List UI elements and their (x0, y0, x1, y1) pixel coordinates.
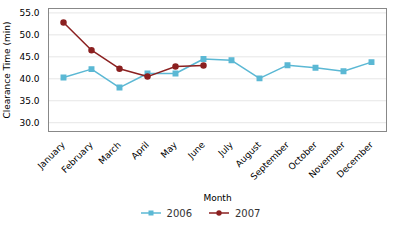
svg-text:October: October (286, 139, 319, 173)
html-text:2006: 2006 (166, 207, 192, 219)
svg-text:January: January (35, 139, 67, 171)
svg-text:50.0: 50.0 (19, 30, 39, 40)
svg-text:April: April (129, 140, 151, 162)
svg-text:35.0: 35.0 (19, 96, 39, 106)
svg-text:November: November (306, 139, 347, 180)
svg-text:May: May (159, 139, 180, 160)
svg-text:Clearance Time (min): Clearance Time (min) (2, 22, 12, 119)
svg-text:March: March (96, 140, 122, 166)
svg-text:February: February (60, 139, 96, 175)
svg-text:45.0: 45.0 (19, 52, 39, 62)
svg-text:December: December (335, 139, 375, 179)
svg-text:30.0: 30.0 (19, 118, 39, 128)
svg-text:August: August (233, 139, 263, 170)
svg-text:September: September (249, 139, 291, 181)
svg-text:55.0: 55.0 (19, 8, 39, 18)
svg-text:June: June (185, 139, 207, 161)
svg-text:Month: Month (203, 193, 231, 203)
svg-text:July: July (216, 139, 236, 159)
svg-text:40.0: 40.0 (19, 74, 39, 84)
html-text:2007: 2007 (235, 207, 261, 219)
